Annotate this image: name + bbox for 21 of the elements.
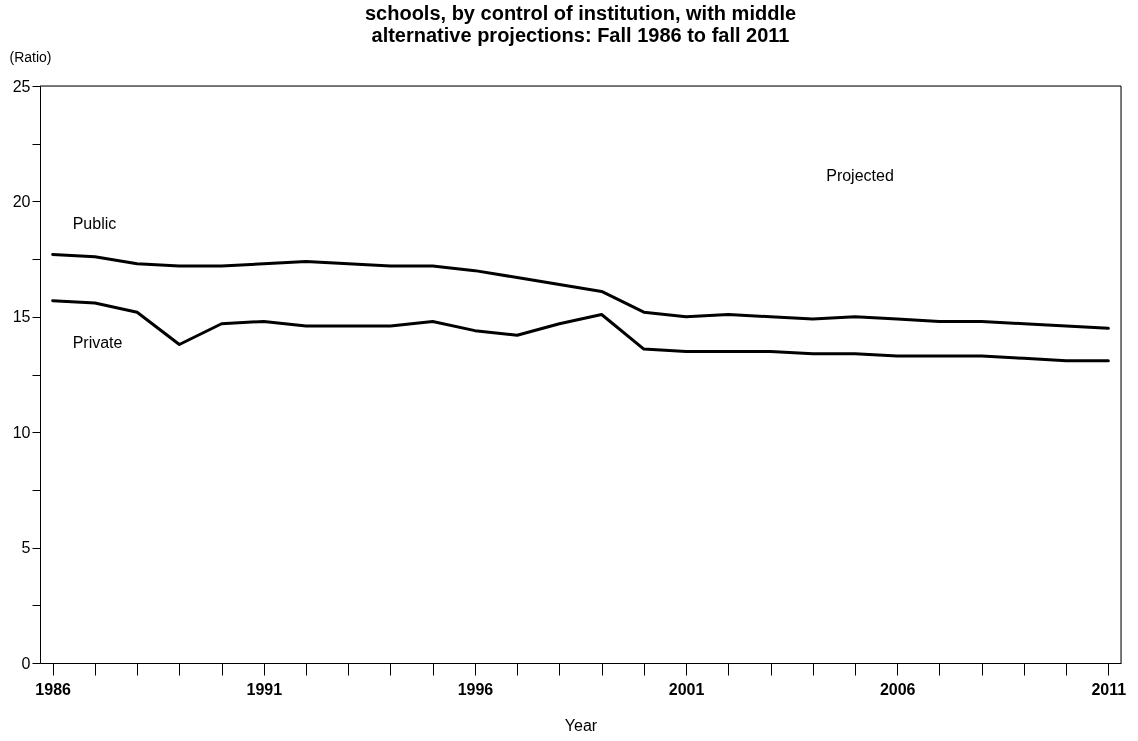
x-tick-label: 1986 bbox=[35, 680, 72, 698]
x-tick-label: 1996 bbox=[457, 680, 494, 698]
line-series bbox=[51, 252, 1110, 330]
text: alternative projections: Fall 1986 to fall 2011 bbox=[371, 24, 790, 46]
y-tick-label: 10 bbox=[12, 423, 31, 441]
x-tick-label: 2001 bbox=[668, 680, 705, 698]
y-tick-label: 15 bbox=[12, 308, 31, 326]
x-tick-label: 2011 bbox=[1091, 680, 1127, 698]
y-tick-label: 0 bbox=[21, 654, 31, 672]
line-series bbox=[51, 299, 1110, 363]
text: schools, by control of institution, with middle bbox=[364, 2, 797, 24]
x-tick-label: 1991 bbox=[246, 680, 283, 698]
y-axis-title: (Ratio) bbox=[9, 48, 52, 65]
y-tick-label: 20 bbox=[12, 192, 31, 210]
x-tick-label: 2006 bbox=[879, 680, 916, 698]
annotation: Projected bbox=[826, 167, 894, 184]
x-axis-title: Year bbox=[564, 716, 598, 734]
series-label: Private bbox=[72, 333, 123, 351]
series-label: Public bbox=[72, 215, 117, 233]
y-tick-label: 25 bbox=[12, 77, 31, 95]
y-tick-label: 5 bbox=[21, 539, 31, 557]
